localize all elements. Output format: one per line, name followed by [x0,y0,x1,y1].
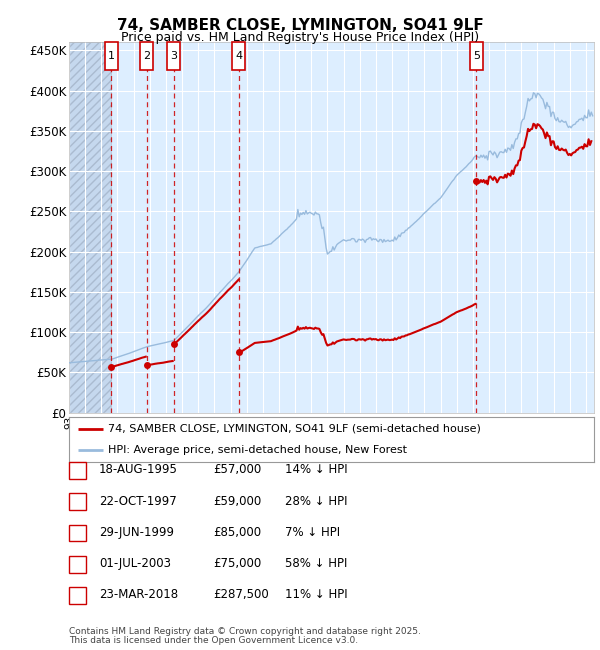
Text: £85,000: £85,000 [213,526,261,539]
Text: 1: 1 [74,465,81,475]
Text: 5: 5 [74,590,81,600]
Text: 22-OCT-1997: 22-OCT-1997 [99,495,177,508]
Text: 14% ↓ HPI: 14% ↓ HPI [285,463,347,476]
Text: 29-JUN-1999: 29-JUN-1999 [99,526,174,539]
Text: 2: 2 [143,51,150,61]
Text: 4: 4 [235,51,242,61]
Bar [69,42,112,413]
Text: 58% ↓ HPI: 58% ↓ HPI [285,557,347,570]
Text: £59,000: £59,000 [213,495,261,508]
Text: 3: 3 [170,51,178,61]
Text: 11% ↓ HPI: 11% ↓ HPI [285,588,347,601]
Text: Price paid vs. HM Land Registry's House Price Index (HPI): Price paid vs. HM Land Registry's House … [121,31,479,44]
FancyBboxPatch shape [167,42,181,70]
Text: 74, SAMBER CLOSE, LYMINGTON, SO41 9LF (semi-detached house): 74, SAMBER CLOSE, LYMINGTON, SO41 9LF (s… [109,424,481,434]
Text: 4: 4 [74,558,81,569]
Text: 74, SAMBER CLOSE, LYMINGTON, SO41 9LF: 74, SAMBER CLOSE, LYMINGTON, SO41 9LF [116,18,484,33]
FancyBboxPatch shape [470,42,483,70]
FancyBboxPatch shape [232,42,245,70]
Bar [69,42,112,413]
Text: £57,000: £57,000 [213,463,261,476]
Text: 28% ↓ HPI: 28% ↓ HPI [285,495,347,508]
Text: 01-JUL-2003: 01-JUL-2003 [99,557,171,570]
Text: £287,500: £287,500 [213,588,269,601]
FancyBboxPatch shape [105,42,118,70]
Text: 1: 1 [108,51,115,61]
Text: 18-AUG-1995: 18-AUG-1995 [99,463,178,476]
Text: HPI: Average price, semi-detached house, New Forest: HPI: Average price, semi-detached house,… [109,445,407,455]
Text: £75,000: £75,000 [213,557,261,570]
Text: 7% ↓ HPI: 7% ↓ HPI [285,526,340,539]
Text: 3: 3 [74,527,81,538]
Text: Contains HM Land Registry data © Crown copyright and database right 2025.: Contains HM Land Registry data © Crown c… [69,627,421,636]
FancyBboxPatch shape [140,42,153,70]
Text: 5: 5 [473,51,480,61]
Text: This data is licensed under the Open Government Licence v3.0.: This data is licensed under the Open Gov… [69,636,358,645]
Text: 2: 2 [74,496,81,506]
Text: 23-MAR-2018: 23-MAR-2018 [99,588,178,601]
